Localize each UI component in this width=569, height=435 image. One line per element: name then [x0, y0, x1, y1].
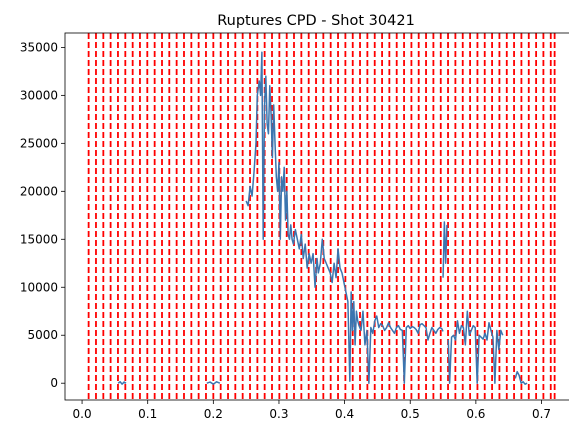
- x-tick-label: 0.4: [335, 407, 354, 421]
- signal-line-segment: [117, 381, 127, 385]
- y-tick-label: 15000: [20, 232, 58, 246]
- x-tick-label: 0.0: [73, 407, 92, 421]
- y-tick-label: 0: [50, 376, 58, 390]
- y-axis: 0 5000 10000 15000 20000 25000 30000 35000: [20, 40, 65, 390]
- x-tick-label: 0.5: [401, 407, 420, 421]
- x-tick-label: 0.7: [532, 407, 551, 421]
- chart-title: Ruptures CPD - Shot 30421: [217, 13, 415, 29]
- y-tick-label: 10000: [20, 280, 58, 294]
- y-tick-label: 30000: [20, 88, 58, 102]
- x-tick-label: 0.3: [269, 407, 288, 421]
- signal-line-segment: [514, 370, 528, 385]
- y-tick-label: 20000: [20, 184, 58, 198]
- signal-line-segment: [447, 310, 504, 384]
- y-tick-label: 35000: [20, 40, 58, 54]
- y-tick-label: 5000: [27, 328, 58, 342]
- changepoint-lines: [87, 33, 556, 400]
- signal-line-segment: [245, 51, 444, 384]
- signal-line-segment: [206, 381, 221, 385]
- x-tick-label: 0.2: [204, 407, 223, 421]
- plot-frame: [64, 32, 569, 401]
- x-tick-label: 0.1: [138, 407, 157, 421]
- x-tick-label: 0.6: [466, 407, 485, 421]
- x-axis: 0.0 0.1 0.2 0.3 0.4 0.5 0.6 0.7: [73, 400, 551, 421]
- signal-series: [117, 51, 528, 385]
- signal-line-segment: [442, 221, 448, 278]
- y-tick-label: 25000: [20, 136, 58, 150]
